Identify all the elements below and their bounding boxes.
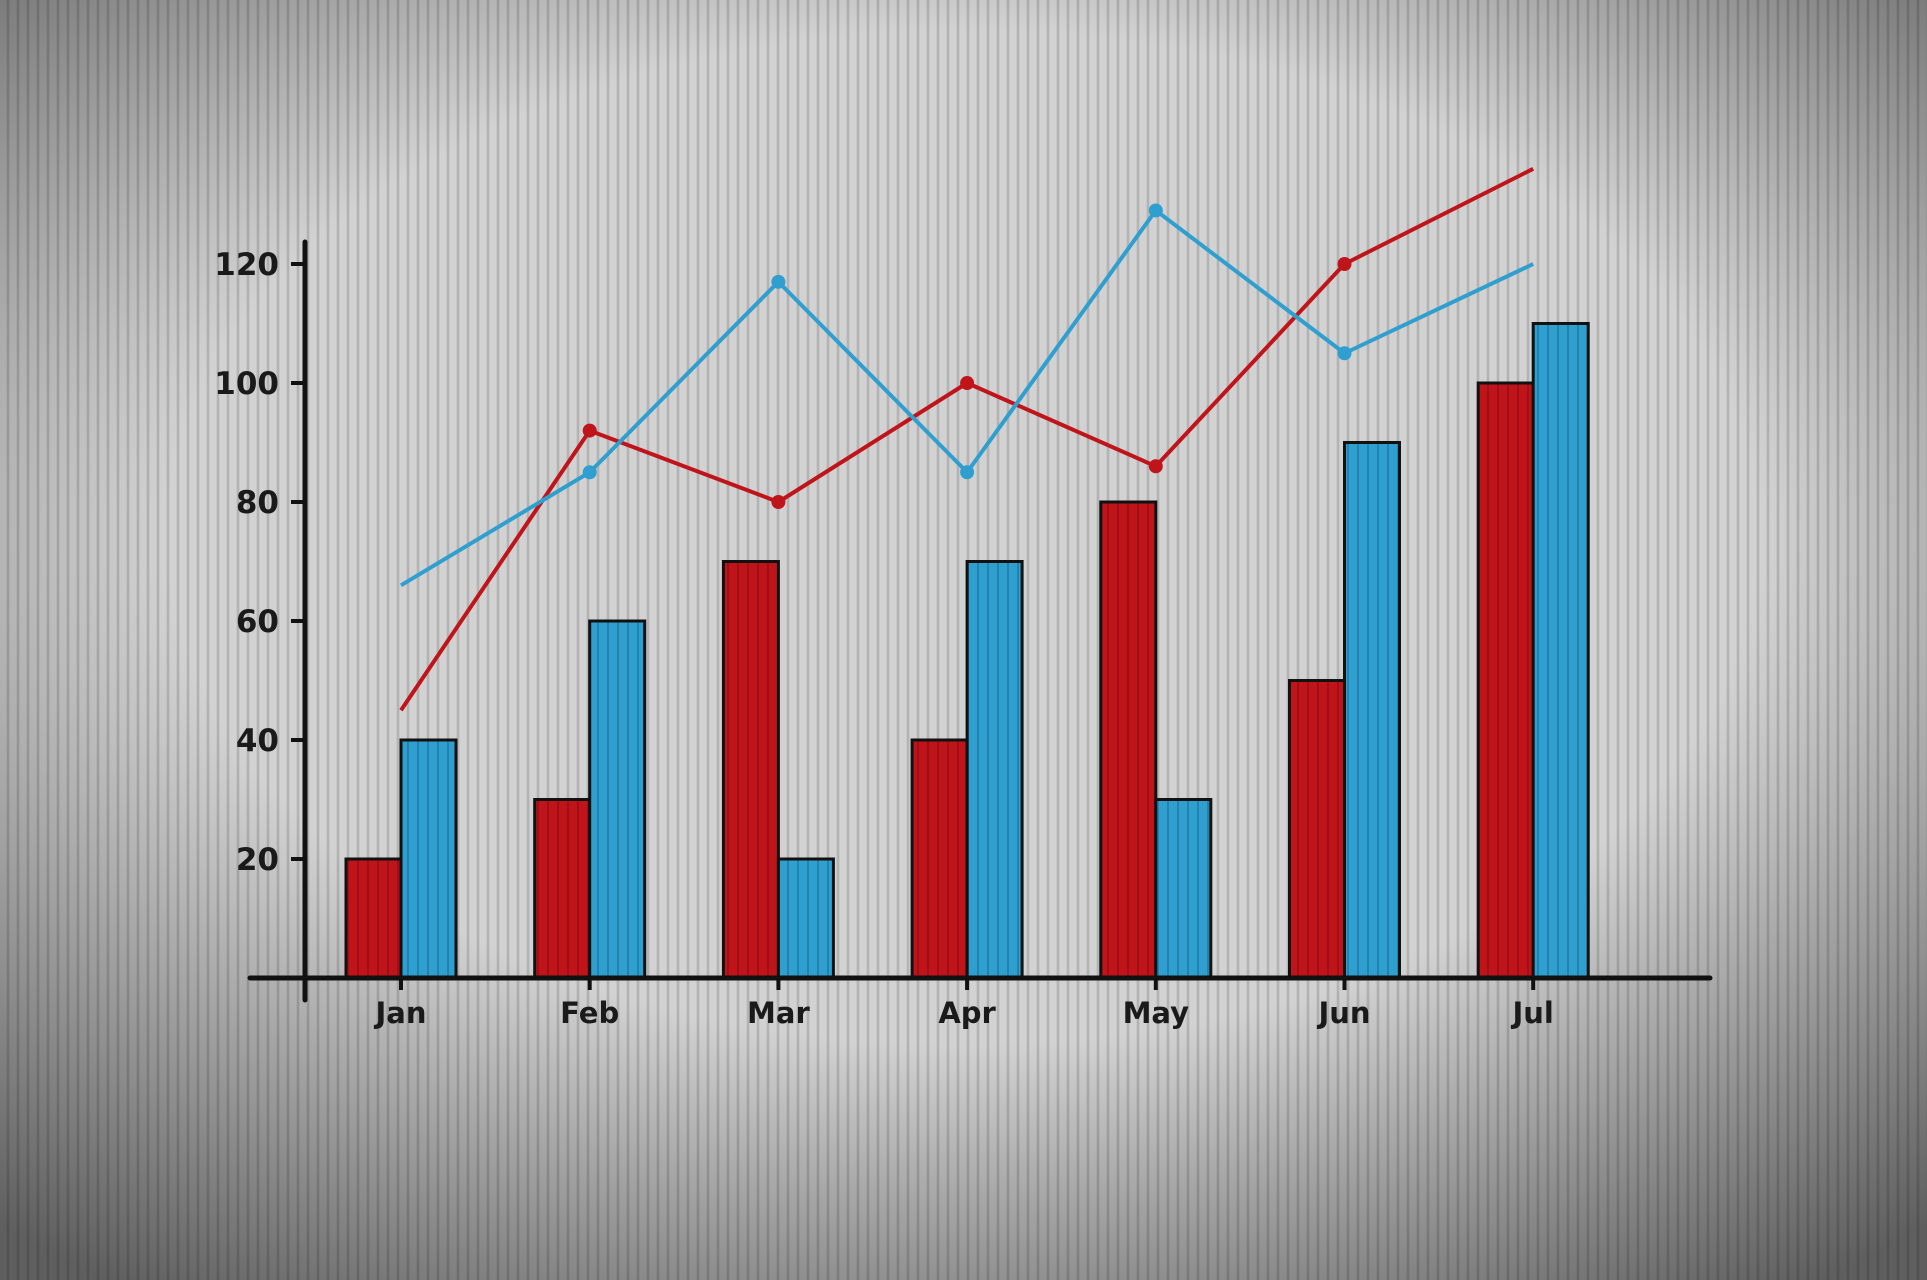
line-point-red-mar: [771, 495, 786, 509]
bar-red-feb: [533, 798, 592, 980]
bar-blue-may: [1154, 798, 1213, 980]
line-point-red-jun: [1337, 257, 1352, 271]
line-point-blue-jun: [1337, 346, 1352, 361]
bar-red-jul: [1476, 381, 1535, 980]
labels-layer: 20 40 60 80 100 120 Jan Feb Mar Apr May Jun Jul: [214, 247, 1554, 1030]
x-tick-label-may: May: [1123, 996, 1190, 1030]
bar-blue-feb: [588, 619, 647, 980]
line-point-blue-may: [1148, 203, 1163, 218]
axes-layer: [247, 239, 1713, 1003]
bar-red-apr: [910, 738, 969, 980]
bar-red-jan: [344, 857, 403, 980]
y-tick-label: 20: [236, 842, 279, 878]
line-point-red-apr: [960, 376, 975, 390]
x-tick-label-mar: Mar: [747, 996, 810, 1030]
y-tick-label: 100: [214, 366, 279, 402]
bar-red-mar: [721, 560, 780, 980]
x-tick-label-feb: Feb: [560, 996, 619, 1030]
y-tick-label: 120: [214, 247, 279, 283]
x-tick-label-apr: Apr: [938, 996, 996, 1030]
bar-blue-jan: [399, 738, 458, 980]
bar-blue-jun: [1343, 441, 1401, 980]
y-tick-label: 40: [236, 723, 279, 759]
line-point-blue-apr: [960, 465, 975, 480]
x-tick-label-jun: Jun: [1316, 996, 1370, 1030]
bar-red-may: [1099, 500, 1158, 980]
x-tick-label-jan: Jan: [373, 996, 426, 1030]
lines-layer: [399, 167, 1535, 712]
bar-blue-mar: [776, 857, 835, 980]
y-tick-label: 60: [236, 604, 279, 640]
line-point-blue-mar: [771, 274, 786, 289]
line-point-red-feb: [582, 423, 597, 438]
bars-layer: [344, 322, 1590, 980]
bar-blue-jul: [1531, 322, 1590, 980]
bar-red-jun: [1288, 679, 1346, 980]
line-point-blue-feb: [582, 465, 597, 480]
line-point-red-may: [1148, 459, 1163, 474]
bar-blue-apr: [965, 560, 1024, 980]
x-tick-label-jul: Jul: [1511, 996, 1554, 1030]
y-tick-label: 80: [236, 485, 279, 521]
